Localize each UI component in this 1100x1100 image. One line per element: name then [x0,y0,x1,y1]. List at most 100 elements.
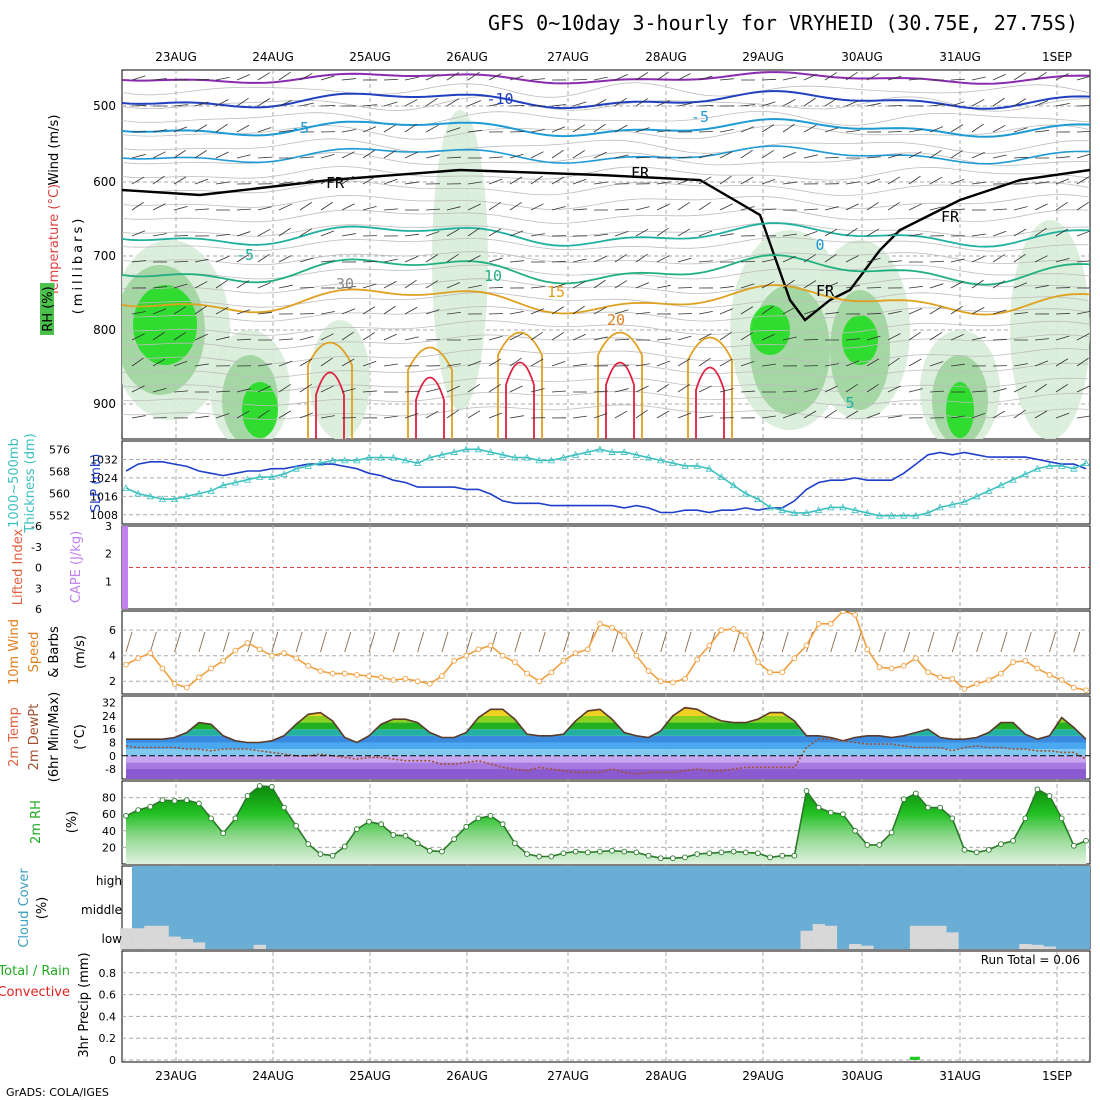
thickness-series-point [1033,464,1042,472]
wind-barb-10m [611,631,619,653]
wind-barb [425,388,440,393]
wind-barb [950,258,965,263]
thickness-series-point [729,481,738,489]
bottom-date-label: 1SEP [1042,1069,1072,1083]
rh2m-series-point [329,852,336,859]
wind-barb [908,331,921,341]
wind-barb [719,78,734,81]
wind-barb [488,383,501,393]
wind-barb [740,149,753,159]
cloud-low-bar [800,930,813,949]
wind-barb [383,333,397,341]
wind-barb [362,206,377,211]
cloud-low-bar [849,944,862,949]
wind-barb [215,390,230,393]
wind-barb [887,415,902,419]
cloud-tick: high [96,874,122,888]
wind-barb [698,310,713,315]
wind-tick: 6 [109,624,116,637]
wind-barb [131,260,146,263]
wind-barb [404,255,418,263]
wind-barb [257,206,272,211]
wind-barb-10m [198,631,206,653]
wind-barb [1055,257,1070,263]
rh2m-series-point [183,797,190,803]
wind-barb [425,254,439,263]
rh2m-series-point [281,804,287,811]
wind-barb [1055,335,1070,341]
rh2m-series-point [840,811,846,818]
wind-barb [887,230,902,237]
wind-barb [761,124,775,133]
data-marks: -10 -5 -5 FR FR FR FR 0 5 10 15 20 30 -5 [120,71,1090,1060]
wind-barb [572,363,587,367]
thickness-series-point [1009,475,1017,483]
slp-tick: 1032 [90,453,118,466]
rh2m-series-point [1010,837,1016,844]
wind-barb [572,280,586,289]
wind-barb [509,201,522,211]
wind-barb [1034,203,1048,211]
thickness-series-point [1058,462,1066,469]
thickness-series-point [450,448,458,455]
wind-barb-10m [563,631,570,653]
wind-barb [446,409,459,419]
wind-barb [446,206,461,211]
wind-barb [761,150,774,159]
wind-barb [257,311,272,315]
wind-barb [887,75,902,81]
wind-barb [173,390,188,393]
wind10-series-point [512,659,518,665]
wind-barb [782,151,796,159]
wind-barb [257,127,272,133]
wind-barb-10m [1024,631,1032,653]
wind-barb-10m [490,631,497,653]
wind-barb-10m [295,631,303,653]
wind-barb [740,126,755,133]
contour-label: -5 [236,246,254,264]
rh2m-series-point [378,821,385,828]
wind-barb [887,357,900,367]
wind-barb [719,308,734,315]
wind-barb [677,335,692,341]
wind-barb [761,78,777,81]
wind-barb [1076,385,1090,393]
wind-barb [866,412,881,419]
wind10-series-point [135,655,142,662]
thickness-series-point [912,511,920,519]
wind-barb [215,233,230,237]
rh2m-series-point [645,852,652,859]
wind10-series-point [985,677,992,683]
wind-barb [698,153,713,159]
wind-barb [320,385,334,393]
wind-barb [320,176,334,185]
wind10-series-point [147,650,154,656]
wind-barb [236,410,250,419]
thickness-series-point [377,453,385,461]
wind-barb [341,388,356,393]
wind-barb [341,151,355,159]
wind-barb-10m [635,631,643,653]
wind10-series-point [317,668,324,674]
wind-barb [131,357,144,367]
wind-barb [509,333,523,341]
wind-barb [341,358,355,367]
wind-barb [278,284,293,289]
top-date-label: 31AUG [939,50,981,64]
wind-barb [635,253,648,263]
wind-barb [1076,153,1090,159]
wind-barb [152,331,165,341]
rh-tick: 80 [102,792,116,805]
wind-barb [929,206,944,211]
cloud-low-bar [1031,944,1044,949]
cloud-low-bar [156,925,169,949]
wind-barb [698,75,713,81]
wind-barb [887,333,901,341]
wind-barb [845,100,860,107]
wind-barb [236,124,250,133]
wind-barb [257,282,272,289]
rh2m-series-point [305,841,312,847]
wind-barb [1013,156,1029,159]
wind-barb [1055,313,1071,315]
